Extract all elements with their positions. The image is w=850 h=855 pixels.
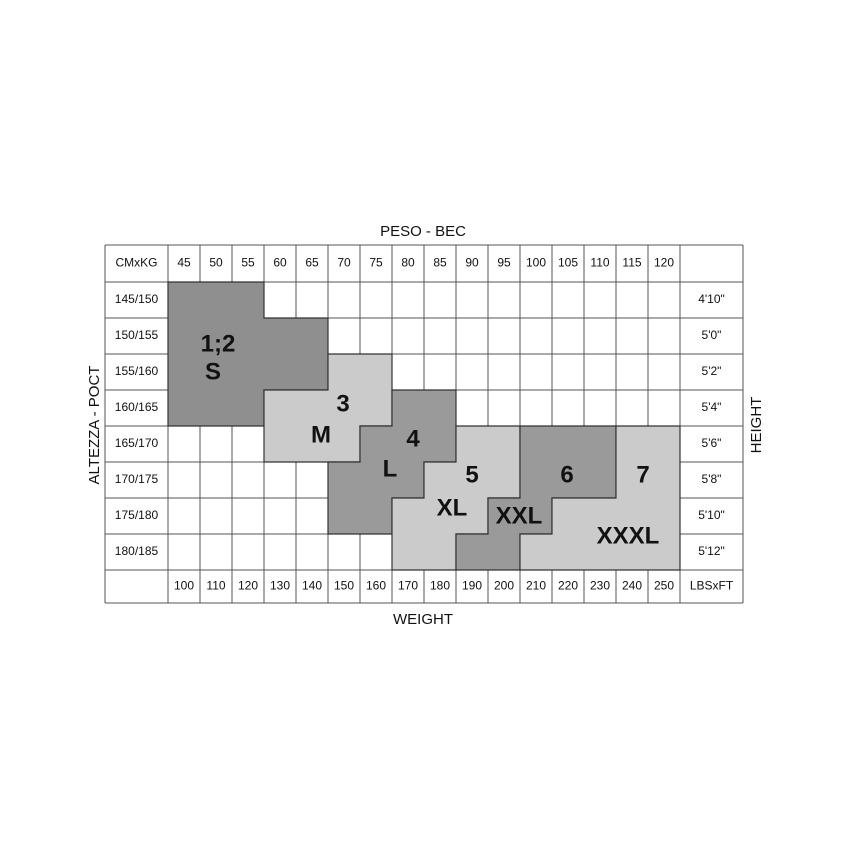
cm-label: 170/175: [115, 472, 159, 486]
ft-label: 4'10": [698, 292, 725, 306]
kg-label: 70: [337, 256, 351, 270]
cm-label: 155/160: [115, 364, 159, 378]
kg-label: 115: [622, 256, 641, 270]
size-number: 1;2: [201, 330, 236, 357]
size-regions: [167, 281, 681, 571]
corner-label: CMxKG: [116, 256, 158, 270]
kg-label: 50: [209, 256, 223, 270]
kg-label: 60: [273, 256, 287, 270]
cm-label: 150/155: [115, 328, 159, 342]
cm-label: 165/170: [115, 436, 159, 450]
kg-label: 65: [305, 256, 319, 270]
lbs-label: 160: [366, 579, 386, 593]
lbs-label: 240: [622, 579, 642, 593]
cm-label: 175/180: [115, 508, 159, 522]
lbs-label: 180: [430, 579, 450, 593]
size-number: 5: [465, 461, 478, 488]
lbs-label: 200: [494, 579, 514, 593]
size-letter: XXXL: [597, 522, 660, 549]
size-letter: M: [311, 421, 331, 448]
kg-label: 80: [401, 256, 415, 270]
corner-label: LBSxFT: [690, 579, 734, 593]
size-letter: S: [205, 358, 221, 385]
kg-label: 105: [558, 256, 578, 270]
ft-label: 5'12": [698, 544, 725, 558]
size-number: 4: [406, 425, 420, 452]
right-title: HEIGHT: [748, 397, 765, 454]
kg-label: 100: [526, 256, 546, 270]
lbs-label: 210: [526, 579, 546, 593]
left-title: ALTEZZA - POCT: [86, 366, 103, 485]
cm-label: 145/150: [115, 292, 159, 306]
lbs-label: 110: [206, 579, 225, 593]
size-number: 6: [560, 461, 573, 488]
kg-label: 55: [241, 256, 255, 270]
bottom-title: WEIGHT: [393, 611, 453, 628]
size-letter: XXL: [496, 502, 543, 529]
lbs-label: 100: [174, 579, 194, 593]
kg-label: 75: [369, 256, 383, 270]
kg-label: 85: [433, 256, 447, 270]
cm-label: 160/165: [115, 400, 159, 414]
size-region: [519, 425, 681, 571]
ft-label: 5'10": [698, 508, 725, 522]
ft-label: 5'8": [702, 472, 722, 486]
kg-label: 90: [465, 256, 479, 270]
lbs-label: 140: [302, 579, 322, 593]
top-title: PESO - BEC: [380, 223, 466, 240]
size-number: 7: [636, 461, 649, 488]
size-number: 3: [336, 390, 349, 417]
lbs-label: 250: [654, 579, 674, 593]
lbs-label: 150: [334, 579, 354, 593]
lbs-label: 120: [238, 579, 258, 593]
size-letter: XL: [437, 494, 468, 521]
kg-label: 95: [497, 256, 511, 270]
ft-label: 5'2": [702, 364, 722, 378]
size-letter: L: [383, 455, 398, 482]
ft-label: 5'6": [702, 436, 722, 450]
kg-label: 120: [654, 256, 674, 270]
kg-label: 110: [590, 256, 609, 270]
lbs-label: 190: [462, 579, 482, 593]
ft-label: 5'4": [702, 400, 722, 414]
cm-label: 180/185: [115, 544, 159, 558]
lbs-label: 170: [398, 579, 418, 593]
kg-label: 45: [177, 256, 191, 270]
ft-label: 5'0": [702, 328, 722, 342]
lbs-label: 230: [590, 579, 610, 593]
lbs-label: 130: [270, 579, 290, 593]
lbs-label: 220: [558, 579, 578, 593]
